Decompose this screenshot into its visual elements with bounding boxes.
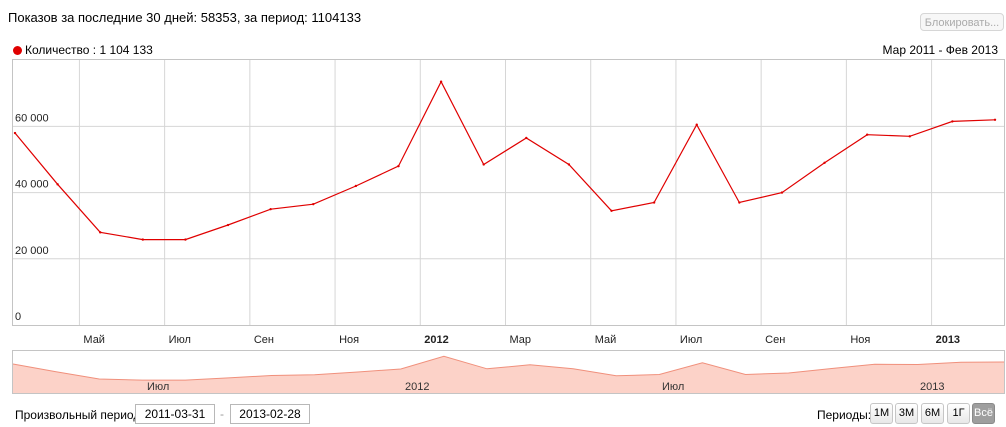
x-tick-label: Июл	[169, 334, 191, 346]
data-point	[951, 120, 954, 123]
x-tick-label: Май	[83, 334, 105, 346]
x-tick-label: 2013	[936, 334, 960, 346]
data-point	[354, 184, 358, 188]
data-point	[56, 183, 59, 186]
navigator-line	[12, 355, 1005, 381]
data-point	[226, 223, 230, 227]
data-point	[738, 201, 741, 204]
navigator-label: Июл	[662, 381, 684, 393]
x-tick-label: Июл	[680, 334, 702, 346]
data-point	[823, 161, 826, 165]
data-point	[695, 123, 698, 126]
series-line	[14, 80, 996, 241]
legend-marker-icon	[13, 45, 22, 55]
data-point	[525, 136, 528, 140]
data-point	[397, 164, 400, 168]
data-point	[865, 133, 869, 136]
data-point	[780, 191, 784, 194]
data-point	[312, 202, 315, 206]
y-tick-label: 20 000	[15, 245, 49, 257]
chart-area[interactable]: 0 20 000 40 000 60 000 Май Июл Сен Ноя 2012 Мар М…	[0, 0, 1006, 400]
period-all-button[interactable]: Всё	[972, 403, 995, 424]
navigator-label: Июл	[147, 381, 169, 393]
data-point	[13, 131, 17, 135]
period-1m-button[interactable]: 1М	[870, 403, 893, 424]
legend[interactable]: Количество : 1 104 133	[13, 43, 153, 57]
y-tick-label: 40 000	[15, 179, 49, 191]
data-point	[908, 135, 911, 138]
x-tick-label: 2012	[424, 334, 448, 346]
x-tick-label: Мар	[510, 334, 532, 346]
data-point	[567, 163, 571, 166]
data-point	[482, 163, 485, 166]
x-tick-label: Ноя	[339, 334, 359, 346]
data-point	[99, 231, 102, 234]
data-point	[141, 238, 145, 241]
data-point	[269, 207, 272, 211]
data-point	[652, 201, 656, 204]
x-tick-label: Май	[595, 334, 617, 346]
x-tick-label: Сен	[254, 334, 274, 346]
controls-bar: Произвольный период: - Периоды: 1М 3М 6М…	[0, 402, 1006, 426]
custom-period-label: Произвольный период:	[15, 408, 144, 422]
period-6m-button[interactable]: 6М	[921, 403, 944, 424]
date-to-input[interactable]	[230, 404, 310, 424]
legend-series-label: Количество : 1 104 133	[25, 43, 153, 57]
block-button[interactable]: Блокировать...	[920, 13, 1004, 31]
summary-text: Показов за последние 30 дней: 58353, за …	[8, 10, 362, 25]
x-tick-label: Ноя	[850, 334, 870, 346]
data-point	[184, 238, 187, 241]
periods-label: Периоды:	[817, 408, 872, 422]
y-tick-label: 60 000	[15, 112, 49, 124]
date-from-input[interactable]	[135, 404, 215, 424]
data-point	[610, 209, 613, 213]
navigator-area	[13, 356, 1004, 393]
navigator: Июл 2012 Июл 2013	[12, 350, 1005, 394]
navigator-label: 2012	[405, 381, 429, 393]
date-separator: -	[220, 407, 224, 421]
navigator-label: 2013	[920, 381, 944, 393]
period-3m-button[interactable]: 3М	[895, 403, 918, 424]
x-tick-label: Сен	[765, 334, 785, 346]
y-tick-label: 0	[15, 311, 21, 323]
period-1y-button[interactable]: 1Г	[947, 403, 970, 424]
date-range-label: Мар 2011 - Фев 2013	[882, 43, 998, 57]
data-point	[993, 118, 997, 121]
data-point	[439, 80, 443, 83]
